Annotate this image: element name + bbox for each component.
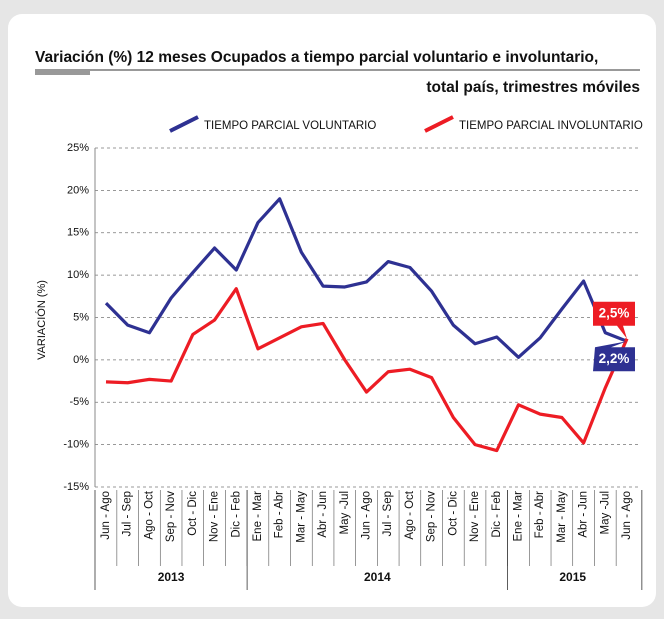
year-label: 2015: [559, 570, 586, 584]
y-tick-label: -5%: [69, 396, 89, 408]
x-tick-label: Feb - Abr: [274, 491, 286, 538]
x-tick-label: Jun - Ago: [100, 491, 112, 540]
x-tick-label: May -Jul: [339, 491, 351, 534]
y-axis-label: VARIACIÓN (%): [35, 280, 48, 360]
legend-swatch: [169, 115, 199, 133]
value-label-box: [593, 301, 635, 339]
year-label: 2013: [158, 570, 185, 584]
x-tick-label: Sep - Nov: [426, 491, 438, 542]
x-tick-label: Abr - Jun: [317, 491, 329, 538]
y-tick-label: -10%: [63, 439, 89, 451]
x-tick-label: Oct - Dic: [187, 491, 199, 536]
x-tick-label: Ago - Oct: [404, 490, 416, 539]
legend-label: TIEMPO PARCIAL VOLUNTARIO: [204, 120, 376, 132]
x-tick-label: Mar - May: [556, 491, 568, 543]
x-tick-label: Jul - Sep: [122, 491, 134, 536]
y-tick-label: 5%: [73, 311, 89, 323]
x-tick-label: Dic - Feb: [230, 491, 242, 538]
value-label-box: [593, 341, 635, 372]
x-tick-label: May -Jul: [599, 491, 611, 534]
x-tick-label: Mar - May: [295, 491, 307, 543]
legend-label: TIEMPO PARCIAL INVOLUNTARIO: [459, 120, 643, 132]
x-tick-label: Abr - Jun: [578, 491, 590, 538]
x-tick-label: Jul - Sep: [382, 491, 394, 536]
x-tick-label: Sep - Nov: [165, 491, 177, 542]
y-tick-label: 25%: [67, 142, 89, 154]
x-tick-label: Oct - Dic: [447, 491, 459, 536]
x-tick-label: Feb - Abr: [534, 491, 546, 538]
chart-title: Variación (%) 12 meses Ocupados a tiempo…: [35, 49, 598, 66]
title-accent: [35, 70, 90, 75]
x-tick-label: Jun - Ago: [621, 491, 633, 540]
y-tick-label: 20%: [67, 184, 89, 196]
x-tick-label: Ene - Mar: [252, 491, 264, 542]
chart-subtitle: total país, trimestres móviles: [426, 79, 640, 96]
x-tick-label: Dic - Feb: [491, 491, 503, 538]
y-tick-label: -15%: [63, 481, 89, 493]
value-label: 2,2%: [599, 351, 630, 366]
x-tick-label: Ago - Oct: [143, 490, 155, 539]
y-tick-label: 15%: [67, 227, 89, 239]
x-tick-label: Nov - Ene: [209, 491, 221, 542]
value-label: 2,5%: [599, 305, 630, 320]
legend-swatch: [424, 115, 454, 133]
y-tick-label: 10%: [67, 269, 89, 281]
series-line: [104, 197, 628, 359]
x-tick-label: Nov - Ene: [469, 491, 481, 542]
series-line: [105, 287, 629, 453]
x-tick-label: Jun - Ago: [361, 491, 373, 540]
x-tick-label: Ene - Mar: [512, 491, 524, 542]
y-tick-label: 0%: [73, 354, 89, 366]
panel: [8, 14, 656, 607]
year-label: 2014: [364, 570, 391, 584]
